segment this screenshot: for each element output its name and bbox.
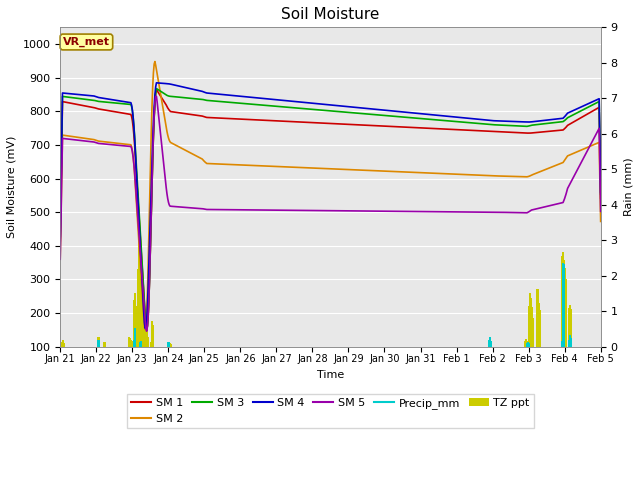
Bar [563,264,565,347]
Bar [145,330,148,347]
Bar [97,340,99,347]
Title: Soil Moisture: Soil Moisture [281,7,380,22]
Bar [61,342,63,347]
Legend: SM 1, SM 2, SM 3, SM 4, SM 5, Precip_mm, TZ ppt: SM 1, SM 2, SM 3, SM 4, SM 5, Precip_mm,… [127,394,534,428]
Bar [142,293,144,347]
Bar [127,340,130,347]
Bar [561,340,563,347]
Bar [569,305,571,347]
Bar [128,336,131,347]
Bar [168,343,170,347]
Bar [570,309,572,347]
Bar [488,340,490,347]
Bar [527,342,529,347]
Text: VR_met: VR_met [63,37,110,47]
Bar [98,340,100,347]
Bar [150,342,152,347]
Bar [562,252,564,347]
Bar [565,279,567,347]
Bar [133,300,135,347]
Bar [537,293,540,347]
Bar [136,313,138,347]
Bar [104,342,106,347]
Bar [489,336,492,347]
Bar [530,298,532,347]
Bar [130,340,132,347]
Bar [527,343,529,347]
Bar [570,338,572,347]
Bar [526,340,528,347]
Bar [136,320,139,347]
Bar [143,303,145,347]
Bar [538,303,540,347]
Bar [134,300,136,347]
Bar [63,343,65,347]
Bar [168,342,170,347]
Bar [152,325,154,347]
Y-axis label: Soil Moisture (mV): Soil Moisture (mV) [7,136,17,238]
Bar [563,268,566,347]
Bar [62,340,64,347]
Bar [129,338,131,347]
Bar [134,293,136,347]
Bar [169,343,171,347]
Bar [145,326,147,347]
Bar [144,322,146,347]
Bar [532,318,534,347]
Bar [140,340,141,347]
Bar [97,337,100,347]
Bar [536,289,539,347]
Bar [568,340,570,347]
Bar [135,306,137,347]
Bar [131,340,132,347]
Bar [561,256,563,347]
Bar [539,310,541,347]
Bar [170,344,172,347]
X-axis label: Time: Time [317,370,344,380]
Bar [563,260,565,347]
Bar [134,333,136,347]
Bar [138,269,140,347]
Bar [562,263,564,347]
Bar [168,342,170,347]
Bar [527,342,529,347]
Bar [529,293,531,347]
Y-axis label: Rain (mm): Rain (mm) [623,157,633,216]
Bar [138,234,140,347]
Bar [141,286,143,347]
Bar [133,340,135,347]
Bar [97,340,100,347]
Bar [143,313,145,347]
Bar [524,340,527,347]
Bar [134,328,136,347]
Bar [526,343,528,347]
Bar [490,340,492,347]
Bar [525,339,527,347]
Bar [97,342,99,347]
Bar [168,343,170,347]
Bar [531,313,533,347]
Bar [569,335,571,347]
Bar [147,336,149,347]
Bar [564,275,566,347]
Bar [151,322,153,347]
Bar [132,343,134,347]
Bar [147,333,148,347]
Bar [140,279,143,347]
Bar [139,342,141,347]
Bar [103,343,105,347]
Bar [568,308,570,347]
Bar [536,303,538,347]
Bar [527,343,529,347]
Bar [131,342,134,347]
Bar [140,273,141,347]
Bar [531,307,532,347]
Bar [528,306,531,347]
Bar [139,261,141,347]
